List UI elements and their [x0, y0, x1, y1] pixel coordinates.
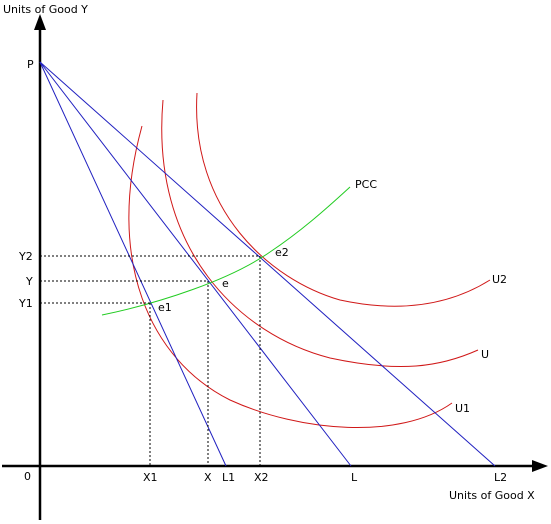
x-tick-x: X [204, 471, 212, 484]
origin-label: 0 [24, 470, 31, 483]
curve-label-u: U [481, 348, 489, 361]
y-axis-arrow-icon [34, 14, 46, 30]
y-tick-y: Y [25, 275, 33, 288]
curve-label-u1: U1 [455, 402, 470, 415]
x-tick-l1: L1 [222, 471, 235, 484]
y-axis-title: Units of Good Y [3, 3, 88, 16]
point-e-label: e [222, 277, 229, 290]
x-tick-x1: X1 [143, 471, 158, 484]
budget-line-pl2 [39, 61, 496, 467]
point-e1-label: e1 [158, 301, 172, 314]
budget-line-pl [39, 61, 352, 467]
y-tick-y1: Y1 [18, 297, 33, 310]
budget-line-pl1 [39, 61, 227, 467]
x-axis-arrow-icon [532, 460, 548, 472]
indifference-curve-u1 [128, 125, 453, 428]
price-consumption-curve [101, 186, 351, 316]
indifference-curve-u2 [196, 92, 491, 307]
curve-label-pcc: PCC [355, 178, 377, 191]
y-tick-y2: Y2 [18, 250, 33, 263]
point-p-label: P [27, 58, 34, 71]
x-axis-title: Units of Good X [449, 489, 535, 502]
curve-label-u2: U2 [492, 273, 507, 286]
x-tick-l: L [351, 471, 358, 484]
point-e2-label: e2 [275, 246, 289, 259]
x-tick-l2: L2 [494, 471, 507, 484]
indifference-curve-u [161, 99, 479, 368]
x-tick-x2: X2 [254, 471, 269, 484]
guide-lines [40, 255, 261, 466]
